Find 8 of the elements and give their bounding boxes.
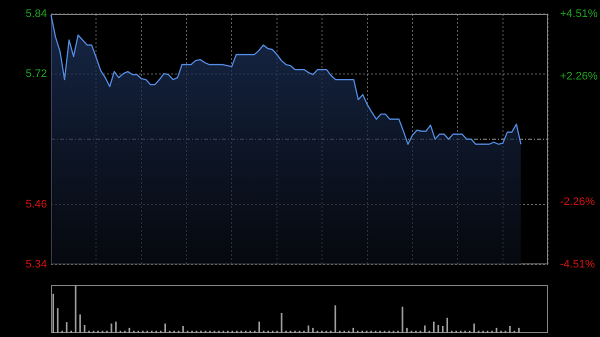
y2-tick-label: +2.26% (560, 70, 598, 82)
y-tick-label: 5.84 (26, 8, 47, 20)
y-tick-label: 5.46 (26, 198, 47, 210)
y-tick-label: 5.72 (26, 68, 47, 80)
y2-tick-label: +4.51% (560, 8, 598, 20)
y-tick-label: 5.34 (26, 258, 47, 270)
y2-tick-label: -2.26% (560, 196, 596, 208)
y2-tick-label: -4.51% (560, 258, 596, 270)
